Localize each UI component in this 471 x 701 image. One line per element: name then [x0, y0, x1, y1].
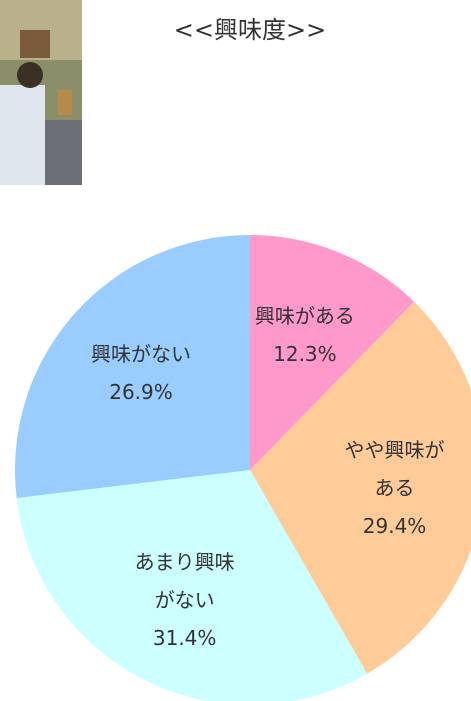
category-label: 興味がある [251, 297, 359, 335]
value-label: 31.4% [131, 619, 239, 657]
category-label: 興味がない [87, 335, 195, 373]
photo [0, 0, 82, 185]
value-label: 29.4% [341, 507, 449, 545]
category-label: やや興味がある [341, 431, 449, 507]
chart-title: <<興味度>> [110, 10, 390, 45]
value-label: 26.9% [87, 373, 195, 411]
page: <<興味度>> (() => { const data = JSON.parse… [0, 0, 471, 701]
category-label: あまり興味がない [131, 543, 239, 619]
value-label: 12.3% [251, 335, 359, 373]
